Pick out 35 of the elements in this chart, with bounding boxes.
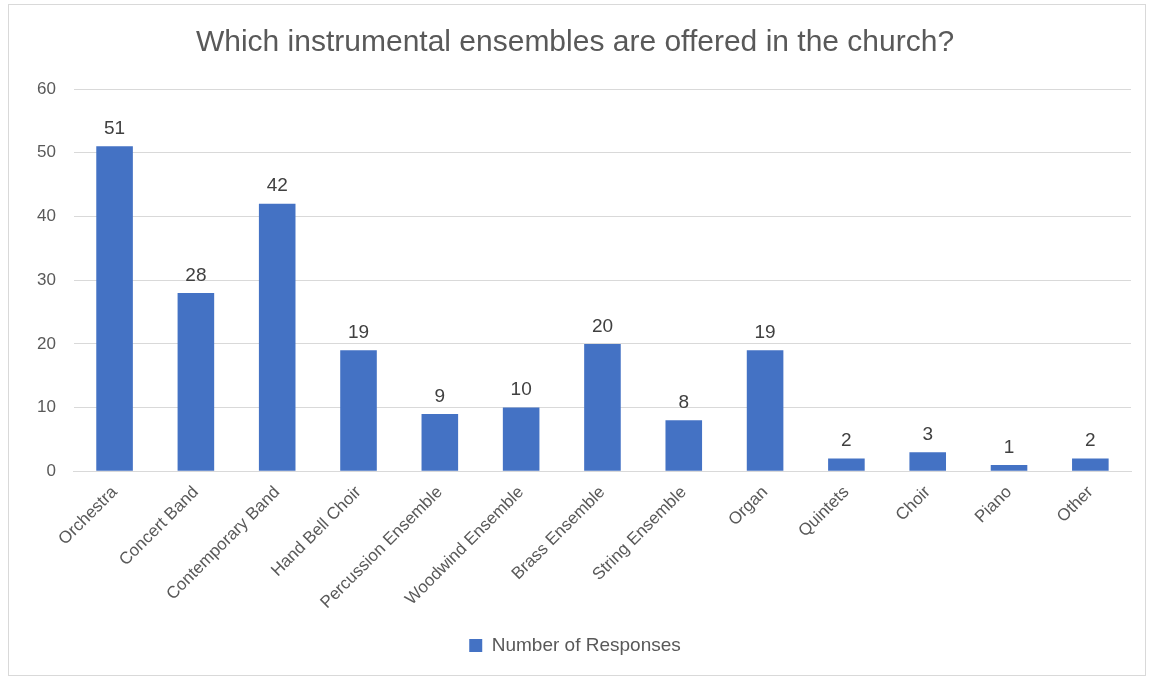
data-label: 2 bbox=[841, 429, 852, 451]
bar bbox=[990, 464, 1028, 471]
bar bbox=[665, 420, 703, 471]
data-label: 2 bbox=[1085, 429, 1096, 451]
data-label: 28 bbox=[185, 263, 207, 285]
y-tick-label: 10 bbox=[36, 397, 56, 417]
bar bbox=[502, 407, 540, 471]
bar bbox=[1072, 458, 1109, 471]
y-tick-label: 60 bbox=[36, 78, 56, 98]
bar bbox=[421, 413, 459, 471]
data-label: 3 bbox=[922, 422, 933, 444]
data-label: 10 bbox=[510, 378, 532, 400]
bar bbox=[177, 292, 215, 471]
chart-title: Which instrumental ensembles are offered in the church? bbox=[195, 24, 955, 58]
data-label: 9 bbox=[434, 384, 446, 406]
data-label: 51 bbox=[104, 117, 126, 139]
y-tick-label: 0 bbox=[46, 461, 56, 480]
data-label: 1 bbox=[1003, 435, 1015, 457]
bar bbox=[909, 452, 947, 471]
y-tick-label: 30 bbox=[36, 269, 56, 289]
y-tick-label: 20 bbox=[36, 333, 56, 353]
bar bbox=[746, 350, 784, 471]
data-label: 19 bbox=[754, 320, 776, 342]
data-label: 19 bbox=[347, 320, 370, 342]
legend-label: Number of Responses bbox=[491, 633, 681, 655]
y-tick-label: 50 bbox=[36, 142, 56, 162]
data-label: 42 bbox=[266, 174, 288, 196]
bar bbox=[584, 343, 621, 471]
bar bbox=[828, 458, 865, 471]
bar bbox=[340, 350, 377, 471]
y-tick-label: 40 bbox=[36, 206, 56, 226]
bar bbox=[96, 146, 133, 471]
data-label: 20 bbox=[591, 314, 614, 336]
data-label: 8 bbox=[678, 391, 690, 413]
bar bbox=[258, 203, 296, 471]
